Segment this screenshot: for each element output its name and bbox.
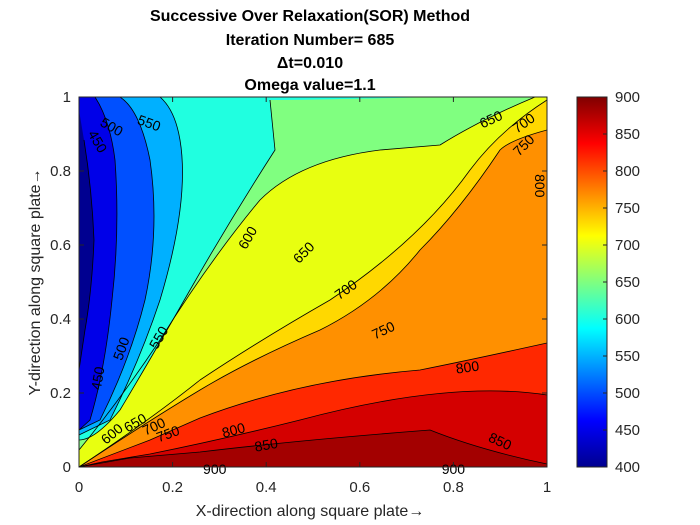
y-tick-label: 0.4 <box>50 311 71 328</box>
contour-label: 450 <box>88 365 108 391</box>
x-tick-label: 0.4 <box>256 479 277 496</box>
chart-title: Successive Over Relaxation(SOR) Method I… <box>150 8 470 94</box>
y-tick-label: 0.8 <box>50 163 71 180</box>
colorbar-tick-label: 900 <box>615 89 640 106</box>
y-axis-ticks: 0 0.2 0.4 0.6 0.8 1 <box>50 89 547 476</box>
colorbar-gradient <box>576 96 608 468</box>
colorbar-ticks: 400 450 500 550 600 650 700 750 800 850 900 <box>603 89 640 476</box>
colorbar-tick-label: 750 <box>615 200 640 217</box>
plot-area-frame <box>78 96 548 468</box>
colorbar-tick-label: 550 <box>615 348 640 365</box>
colorbar-tick-label: 700 <box>615 237 640 254</box>
contour-label: 900 <box>442 461 466 477</box>
contour-label: 900 <box>203 461 227 477</box>
x-tick-label: 0.2 <box>162 479 183 496</box>
y-tick-label: 0.2 <box>50 385 71 402</box>
x-tick-label: 0.6 <box>349 479 370 496</box>
level-min-region <box>79 110 94 370</box>
colorbar-tick-label: 450 <box>615 422 640 439</box>
colorbar-tick-label: 650 <box>615 274 640 291</box>
x-axis-label: X-direction along square plate→ <box>196 503 425 520</box>
x-tick-label: 0.8 <box>443 479 464 496</box>
contour-label: 800 <box>220 419 247 441</box>
colorbar-tick-label: 850 <box>615 126 640 143</box>
title-line-1: Successive Over Relaxation(SOR) Method <box>150 8 470 25</box>
contour-label: 550 <box>135 111 163 134</box>
title-line-2: Iteration Number= 685 <box>226 32 395 49</box>
colorbar-tick-label: 500 <box>615 385 640 402</box>
contour-line <box>79 97 536 451</box>
contour-fills <box>79 97 547 467</box>
contour-label: 750 <box>154 422 182 445</box>
y-tick-label: 1 <box>63 89 71 106</box>
contour-line <box>79 390 547 467</box>
contour-label: 800 <box>532 174 548 198</box>
x-axis-ticks: 0 0.2 0.4 0.6 0.8 1 <box>75 97 551 496</box>
contour-line <box>79 139 95 371</box>
title-line-3: Δt=0.010 <box>277 55 343 72</box>
contour-label: 800 <box>455 358 481 377</box>
contour-line <box>79 99 547 467</box>
contour-line <box>79 97 155 431</box>
colorbar-tick-label: 600 <box>615 311 640 328</box>
contour-line <box>79 97 183 436</box>
y-axis-label: Y-direction along square plate→ <box>27 168 44 395</box>
contour-line <box>79 129 547 467</box>
contour-lines <box>79 97 547 467</box>
contour-line <box>79 429 547 467</box>
contour-line <box>79 97 118 431</box>
title-line-4: Omega value=1.1 <box>244 77 375 94</box>
colorbar-tick-label: 400 <box>615 459 640 476</box>
colorbar-tick-label: 800 <box>615 163 640 180</box>
x-tick-label: 0 <box>75 479 83 496</box>
contour-line <box>79 342 547 467</box>
y-tick-label: 0 <box>63 459 71 476</box>
colorbar: 400 450 500 550 600 650 700 750 800 850 900 <box>576 89 640 476</box>
y-tick-label: 0.6 <box>50 237 71 254</box>
x-tick-label: 1 <box>543 479 551 496</box>
contour-label: 850 <box>253 435 279 455</box>
contour-label: 500 <box>110 335 133 363</box>
